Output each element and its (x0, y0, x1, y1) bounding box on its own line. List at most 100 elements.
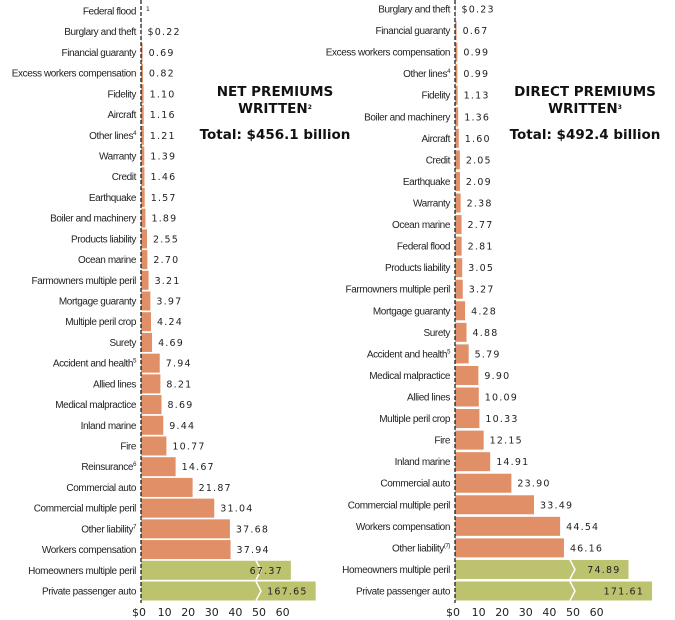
x-tick-label: 60 (276, 606, 290, 619)
category-label: Inland marine (81, 421, 137, 432)
bar (141, 63, 143, 83)
bar (455, 559, 629, 579)
bar-row: Fire 10.77 (120, 436, 205, 456)
chart-subtitle: Total: $456.1 billion (200, 127, 351, 143)
data-label: 23.90 (517, 479, 550, 490)
bar-row: Multiple peril crop 4.24 (65, 312, 183, 332)
bar-row: Aircraft 1.60 (422, 128, 490, 148)
category-label: Homeowners multiple peril (28, 566, 136, 577)
data-label: 1 (146, 6, 151, 13)
category-label: Financial guaranty (375, 26, 450, 37)
data-label: $0.23 (462, 5, 495, 16)
category-label: Mortgage guaranty (373, 306, 451, 317)
data-label: 0.99 (463, 48, 489, 59)
category-label: Credit (112, 172, 137, 183)
data-label: 2.38 (467, 199, 493, 210)
bar (455, 409, 480, 429)
category-label: Boiler and machinery (364, 112, 450, 123)
bar-row: Federal flood 2.81 (397, 236, 492, 256)
chart-title: WRITTEN2 (238, 101, 312, 117)
data-label: 10.33 (485, 414, 518, 425)
data-label: 1.10 (150, 89, 176, 100)
data-label: 0.99 (463, 69, 489, 80)
category-label: Fire (434, 436, 450, 447)
data-label: 0.82 (149, 69, 175, 80)
bar (455, 495, 535, 515)
category-label: Surety (109, 338, 136, 349)
bar (455, 516, 561, 536)
category-label: Financial guaranty (61, 48, 136, 59)
bar (141, 187, 145, 207)
category-label: Credit (426, 155, 451, 166)
axis-break-mark (255, 581, 262, 601)
bar-row: Private passenger auto 167.65 (42, 581, 316, 601)
category-label: Earthquake (403, 177, 451, 188)
bar (141, 146, 145, 166)
category-label: Other liability(7) (392, 543, 450, 554)
category-label: Commercial multiple peril (348, 500, 450, 511)
bar (455, 473, 512, 493)
bar-row: Excess workers compensation 0.82 (12, 63, 175, 83)
bar (455, 42, 458, 62)
category-label: Inland marine (395, 457, 451, 468)
x-tick-label: 40 (542, 606, 556, 619)
bar (455, 258, 463, 278)
data-label: 67.37 (250, 566, 283, 577)
bar-row: Reinsurance6 14.67 (81, 457, 215, 477)
bar (455, 430, 484, 450)
x-tick-label: 30 (205, 606, 219, 619)
data-label: 31.04 (220, 504, 253, 515)
bar (141, 250, 148, 270)
data-label: 1.21 (150, 131, 176, 142)
category-label: Reinsurance6 (81, 462, 137, 473)
bar (141, 519, 230, 539)
category-label: Commercial auto (66, 483, 136, 494)
axis-break-mark (255, 560, 262, 581)
category-label: Mortgage guaranty (59, 297, 137, 308)
bar (455, 365, 479, 385)
category-label: Surety (423, 328, 450, 339)
bar-row: Workers compensation 37.94 (42, 540, 269, 560)
category-label: Private passenger auto (42, 587, 137, 598)
bar (141, 84, 144, 104)
bar (141, 498, 215, 518)
bar (141, 208, 146, 228)
category-label: Federal flood (83, 7, 136, 18)
net-premiums-chart: Federal flood 1 Burglary and theft $0.22 Fin… (12, 0, 351, 619)
bar (455, 85, 458, 105)
x-tick-label: 30 (519, 606, 533, 619)
bar-row: Inland marine 9.44 (81, 415, 194, 435)
bar (455, 107, 459, 127)
bar-row: Other liability7 37.68 (81, 519, 269, 539)
data-label: 3.27 (469, 285, 495, 296)
x-tick-label: 20 (495, 606, 509, 619)
data-label: 2.70 (153, 255, 179, 266)
x-tick-label: 10 (472, 606, 486, 619)
category-label: Homeowners multiple peril (342, 565, 450, 576)
bar (141, 105, 144, 125)
bar (455, 128, 459, 148)
bar (141, 42, 143, 62)
x-tick-label: 10 (158, 606, 172, 619)
category-label: Aircraft (422, 134, 451, 145)
data-label: 37.68 (236, 524, 269, 535)
data-label: 1.36 (464, 112, 490, 123)
x-tick-label: $0 (446, 606, 460, 619)
category-label: Earthquake (89, 193, 137, 204)
x-tick-label: 60 (590, 606, 604, 619)
bar (455, 581, 653, 601)
bar-row: Surety 4.88 (423, 322, 497, 342)
bar-row: Boiler and machinery 1.36 (364, 107, 490, 127)
data-label: 10.77 (172, 442, 205, 453)
bar (455, 452, 491, 472)
data-label: 9.90 (484, 371, 510, 382)
bar (455, 64, 458, 84)
data-label: 171.61 (604, 587, 644, 598)
data-label: 4.24 (157, 317, 183, 328)
category-label: Medical malpractice (55, 400, 137, 411)
data-label: 2.05 (466, 155, 492, 166)
data-label: 14.67 (182, 462, 215, 473)
category-label: Commercial auto (380, 479, 450, 490)
x-tick-label: 50 (252, 606, 266, 619)
